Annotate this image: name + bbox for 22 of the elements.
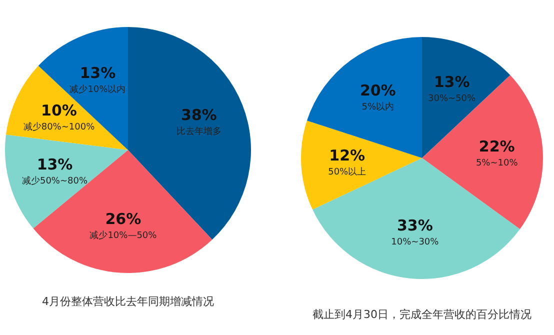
- data-label: 12%: [329, 146, 366, 165]
- slice-label: 比去年增多: [176, 126, 222, 137]
- data-label: 13%: [434, 73, 470, 92]
- slice-label: 50%以上: [328, 166, 366, 178]
- data-label: 20%: [360, 81, 396, 100]
- text: 截止到4月30日，完成全年营收的百分比情况: [312, 308, 532, 321]
- slice-label: 减少50%~80%: [22, 175, 88, 186]
- slice-label: 30%~50%: [428, 94, 476, 104]
- data-label: 10%: [41, 102, 77, 120]
- text: 4月份整体营收比去年同期增减情况: [42, 295, 214, 308]
- data-label: 38%: [180, 106, 217, 124]
- slice-label: 5%以内: [362, 101, 394, 112]
- slice-label: 10%~30%: [391, 238, 440, 248]
- data-label: 26%: [105, 210, 142, 228]
- slice-label: 减少10%以内: [70, 84, 126, 96]
- slice-label: 减少80%~100%: [23, 122, 96, 133]
- data-label: 13%: [80, 64, 116, 82]
- slice-label: 5%~10%: [476, 158, 518, 168]
- data-label: 22%: [478, 137, 515, 156]
- slice-label: 减少10%—50%: [90, 230, 158, 242]
- data-label: 13%: [36, 155, 73, 174]
- data-label: 33%: [396, 216, 433, 235]
